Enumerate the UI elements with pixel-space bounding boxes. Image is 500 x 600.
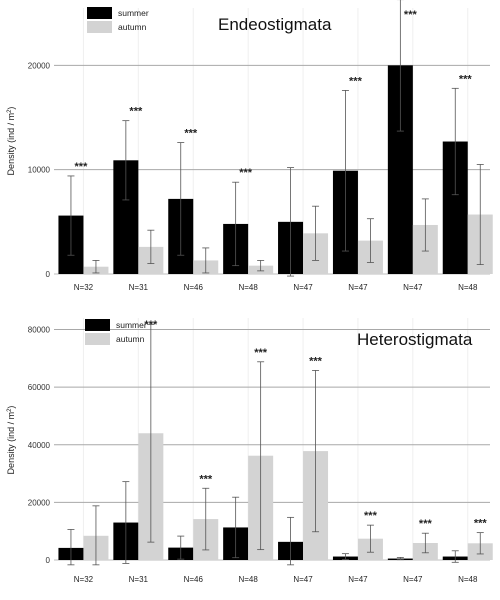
significance-label: *** [459, 73, 473, 85]
significance-label: *** [129, 106, 143, 118]
y-tick-labels: 0 20000 40000 60000 80000 [28, 326, 51, 565]
y-tick-label: 20000 [28, 498, 51, 507]
significance-label: *** [349, 75, 363, 87]
legend-swatch-autumn [87, 21, 112, 33]
significance-label: *** [199, 473, 213, 485]
legend-label-summer: summer [118, 8, 149, 18]
legend-swatch-summer [87, 7, 112, 19]
legend-label-summer: summer [116, 320, 147, 330]
y-tick-label: 60000 [28, 383, 51, 392]
category-label: N=47 [293, 283, 313, 292]
category-label: N=47 [348, 283, 368, 292]
category-label: N=47 [348, 575, 368, 584]
significance-label: *** [419, 518, 433, 530]
category-labels: N=32 N=31 N=46 N=48 N=47 N=47 N=47 N=48 [74, 283, 478, 292]
category-label: N=46 [184, 575, 204, 584]
legend-label-autumn: autumn [116, 334, 145, 344]
significance-label: *** [474, 518, 488, 530]
y-tick-label: 80000 [28, 326, 51, 335]
significance-labels: *** *** *** *** *** *** *** [75, 9, 473, 179]
y-tick-label: 40000 [28, 441, 51, 450]
legend: summer autumn [85, 319, 147, 345]
significance-label: *** [75, 161, 89, 173]
category-label: N=48 [458, 575, 478, 584]
category-label: N=47 [293, 575, 313, 584]
significance-label: *** [364, 510, 378, 522]
category-label: N=31 [129, 283, 149, 292]
y-axis-label: Density (ind / m2) [6, 406, 16, 475]
legend: summer autumn [87, 7, 149, 33]
legend-swatch-summer [85, 319, 110, 331]
category-label: N=32 [74, 575, 94, 584]
significance-label: *** [239, 167, 253, 179]
significance-label: *** [404, 9, 418, 21]
error-bars [67, 0, 484, 277]
category-label: N=48 [458, 283, 478, 292]
category-labels: N=32 N=31 N=46 N=48 N=47 N=47 N=47 N=48 [74, 575, 478, 584]
category-label: N=31 [129, 575, 149, 584]
legend-swatch-autumn [85, 333, 110, 345]
significance-label: *** [184, 128, 198, 140]
category-label: N=48 [238, 283, 258, 292]
y-tick-label: 20000 [28, 61, 51, 70]
category-label: N=47 [403, 283, 423, 292]
y-tick-label: 0 [46, 270, 51, 279]
chart-title: Endeostigmata [218, 15, 332, 34]
y-tick-label: 0 [46, 556, 51, 565]
significance-label: *** [144, 319, 158, 331]
y-axis-label: Density (ind / m2) [6, 107, 16, 176]
category-label: N=47 [403, 575, 423, 584]
significance-labels: *** *** *** *** *** *** *** [144, 319, 487, 530]
significance-label: *** [309, 355, 323, 367]
y-tick-label: 10000 [28, 166, 51, 175]
error-bars [67, 323, 484, 566]
category-label: N=32 [74, 283, 94, 292]
chart-title: Heterostigmata [357, 330, 473, 349]
legend-label-autumn: autumn [118, 22, 147, 32]
y-tick-labels: 0 10000 20000 [28, 61, 51, 279]
category-label: N=46 [184, 283, 204, 292]
category-label: N=48 [238, 575, 258, 584]
significance-label: *** [254, 347, 268, 359]
bars [58, 433, 493, 560]
